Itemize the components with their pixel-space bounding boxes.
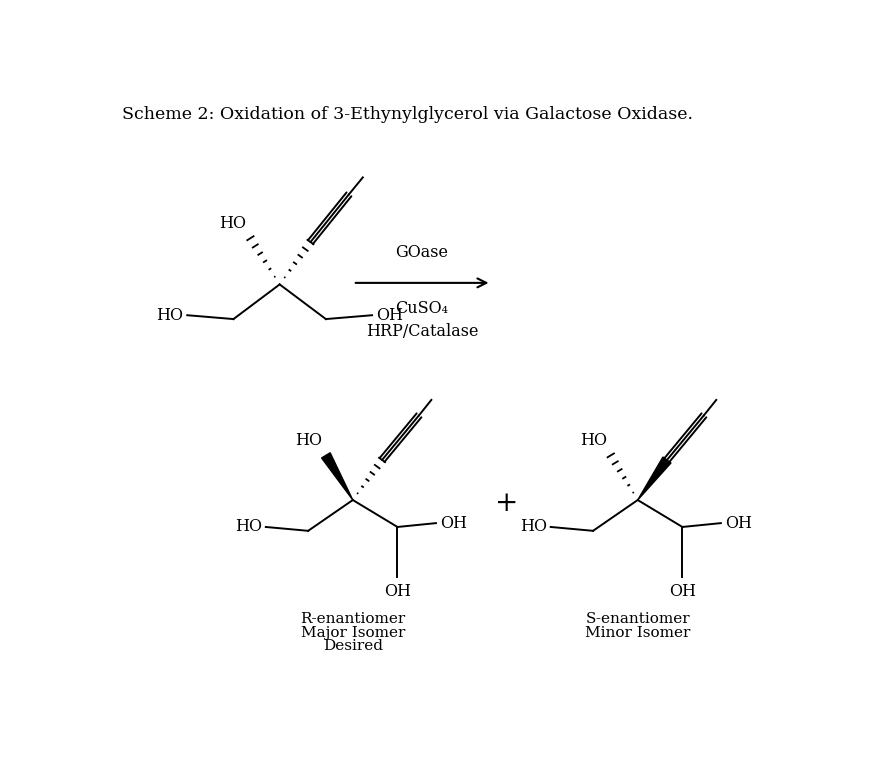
Text: OH: OH xyxy=(724,515,751,532)
Text: HO: HO xyxy=(579,432,606,449)
Text: HO: HO xyxy=(235,519,262,535)
Text: CuSO₄: CuSO₄ xyxy=(395,300,448,317)
Text: HO: HO xyxy=(156,306,183,324)
Text: HO: HO xyxy=(219,215,246,232)
Text: OH: OH xyxy=(439,515,467,532)
Text: OH: OH xyxy=(375,306,402,324)
Text: S-enantiomer: S-enantiomer xyxy=(585,612,689,626)
Text: R-enantiomer: R-enantiomer xyxy=(299,612,405,626)
Text: OH: OH xyxy=(384,583,410,601)
Text: GOase: GOase xyxy=(395,244,448,261)
Text: HO: HO xyxy=(295,432,322,449)
Text: +: + xyxy=(494,490,518,517)
Text: OH: OH xyxy=(668,583,696,601)
Text: Minor Isomer: Minor Isomer xyxy=(585,626,689,640)
Text: HRP/Catalase: HRP/Catalase xyxy=(366,323,477,340)
Text: Scheme 2: Oxidation of 3-Ethynylglycerol via Galactose Oxidase.: Scheme 2: Oxidation of 3-Ethynylglycerol… xyxy=(122,106,692,123)
Text: Desired: Desired xyxy=(323,640,383,653)
Polygon shape xyxy=(321,453,352,500)
Text: HO: HO xyxy=(519,519,546,535)
Polygon shape xyxy=(637,457,670,500)
Text: Major Isomer: Major Isomer xyxy=(300,626,405,640)
